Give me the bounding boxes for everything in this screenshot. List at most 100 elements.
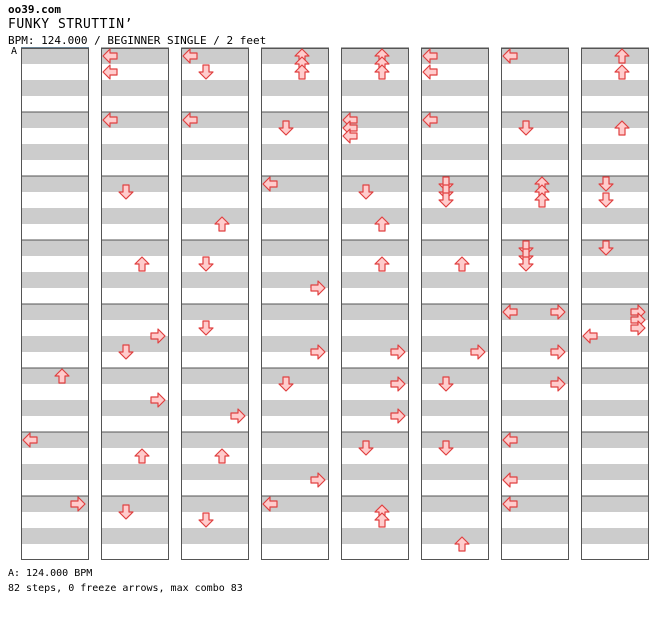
- beat-stripe: [261, 80, 329, 96]
- arrow-shape: [310, 344, 326, 360]
- beat-stripe: [581, 528, 649, 544]
- beat-stripe: [181, 208, 249, 224]
- beat-stripe: [341, 208, 409, 224]
- beat-stripe: [341, 432, 409, 448]
- arrow-shape: [550, 376, 566, 392]
- arrow-shape: [118, 344, 134, 360]
- step-arrow-down: [598, 192, 614, 208]
- beat-stripe: [101, 496, 169, 512]
- beat-stripe: [341, 80, 409, 96]
- arrow-shape: [438, 376, 454, 392]
- arrow-shape: [358, 184, 374, 200]
- step-arrow-left: [422, 112, 438, 128]
- beat-stripe: [21, 112, 89, 128]
- column-border: [581, 48, 649, 560]
- beat-stripe: [21, 528, 89, 544]
- step-arrow-up: [374, 256, 390, 272]
- step-arrow-right: [550, 376, 566, 392]
- beat-stripe: [421, 208, 489, 224]
- step-arrow-right: [630, 320, 646, 336]
- step-arrow-down: [118, 184, 134, 200]
- bpm-marker: A: [11, 46, 18, 57]
- step-arrow-up: [54, 368, 70, 384]
- beat-stripe: [101, 272, 169, 288]
- step-arrow-left: [262, 496, 278, 512]
- step-arrow-left: [102, 48, 118, 64]
- arrow-shape: [374, 512, 390, 528]
- beat-stripe: [341, 304, 409, 320]
- arrow-shape: [614, 48, 630, 64]
- step-arrow-left: [502, 432, 518, 448]
- step-arrow-left: [502, 496, 518, 512]
- beat-stripe: [421, 240, 489, 256]
- step-arrow-left: [262, 176, 278, 192]
- beat-stripe: [421, 304, 489, 320]
- beat-stripe: [421, 144, 489, 160]
- beat-stripe: [421, 48, 489, 64]
- arrow-shape: [502, 48, 518, 64]
- beat-stripe: [261, 496, 329, 512]
- step-arrow-right: [390, 376, 406, 392]
- step-arrow-down: [198, 64, 214, 80]
- arrow-shape: [598, 176, 614, 192]
- step-arrow-down: [278, 376, 294, 392]
- step-arrow-left: [342, 128, 358, 144]
- beat-stripe: [101, 80, 169, 96]
- arrow-shape: [630, 320, 646, 336]
- beat-stripe: [101, 48, 169, 64]
- step-arrow-right: [310, 280, 326, 296]
- column-border: [501, 48, 569, 560]
- beat-stripe: [581, 208, 649, 224]
- beat-stripe: [581, 240, 649, 256]
- beat-stripe: [181, 496, 249, 512]
- beat-stripe: [581, 496, 649, 512]
- beat-stripe: [501, 144, 569, 160]
- arrow-shape: [438, 192, 454, 208]
- arrow-shape: [198, 512, 214, 528]
- arrow-shape: [390, 344, 406, 360]
- beat-stripe: [181, 176, 249, 192]
- arrow-shape: [278, 376, 294, 392]
- beat-stripe: [501, 208, 569, 224]
- beat-stripe: [501, 336, 569, 352]
- beat-stripe: [341, 272, 409, 288]
- beat-stripe: [101, 432, 169, 448]
- arrow-shape: [598, 192, 614, 208]
- beat-stripe: [21, 304, 89, 320]
- beat-stripe: [341, 528, 409, 544]
- chart-column: [341, 47, 409, 560]
- arrow-shape: [182, 112, 198, 128]
- beat-stripe: [501, 368, 569, 384]
- arrow-shape: [54, 368, 70, 384]
- beat-stripe: [101, 528, 169, 544]
- step-arrow-right: [470, 344, 486, 360]
- beat-stripe: [21, 464, 89, 480]
- beat-stripe: [101, 304, 169, 320]
- column-border: [421, 48, 489, 560]
- step-arrow-up: [534, 192, 550, 208]
- step-arrow-up: [374, 64, 390, 80]
- column-border: [261, 48, 329, 560]
- beat-stripe: [101, 176, 169, 192]
- beat-stripe: [261, 432, 329, 448]
- step-arrow-up: [614, 64, 630, 80]
- beat-stripe: [501, 304, 569, 320]
- arrow-shape: [134, 448, 150, 464]
- step-arrow-left: [182, 48, 198, 64]
- beat-stripe: [101, 144, 169, 160]
- beat-stripe: [101, 368, 169, 384]
- beat-stripe: [501, 272, 569, 288]
- beat-stripe: [501, 80, 569, 96]
- beat-stripe: [261, 304, 329, 320]
- beat-stripe: [501, 112, 569, 128]
- bpm-summary: A: 124.000 BPM: [8, 568, 93, 579]
- arrow-shape: [214, 448, 230, 464]
- step-arrow-down: [358, 440, 374, 456]
- arrow-shape: [198, 256, 214, 272]
- beat-stripe: [181, 400, 249, 416]
- beat-stripe: [501, 48, 569, 64]
- arrow-shape: [198, 320, 214, 336]
- arrow-shape: [550, 344, 566, 360]
- arrow-shape: [454, 256, 470, 272]
- beat-stripe: [181, 336, 249, 352]
